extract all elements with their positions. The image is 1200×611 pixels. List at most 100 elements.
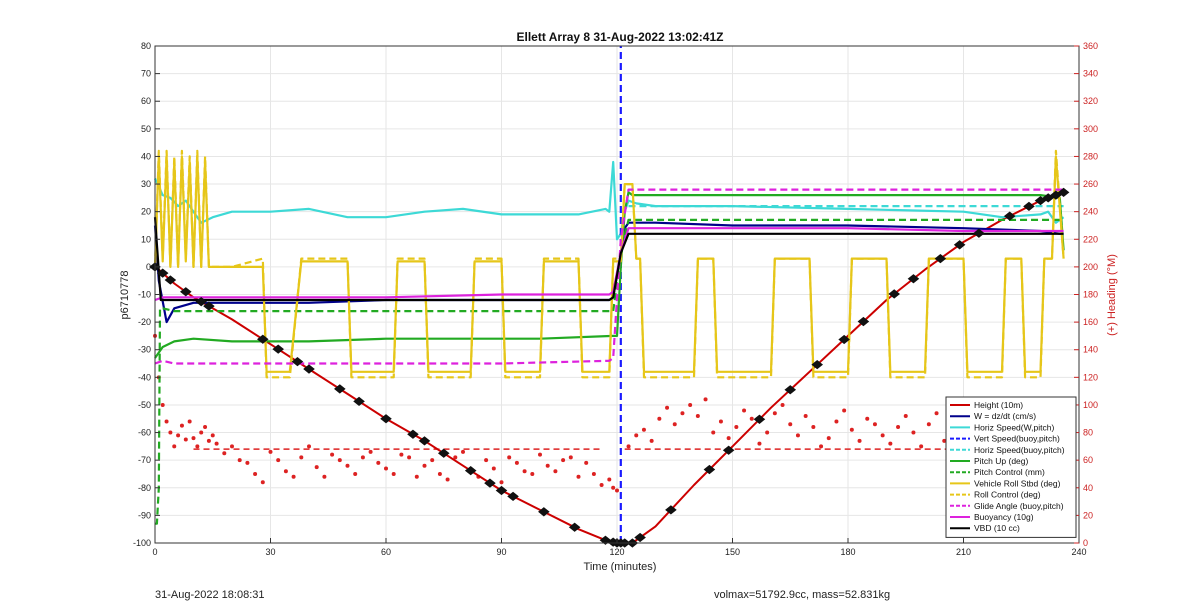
legend-item-label: Pitch Up (deg) — [974, 456, 1028, 466]
heading-point — [576, 474, 581, 479]
y2-tick-label: 40 — [1083, 483, 1093, 493]
legend-item-label: Roll Control (deg) — [974, 490, 1041, 500]
heading-point — [703, 397, 708, 402]
heading-point — [834, 419, 839, 424]
heading-point — [283, 469, 288, 474]
heading-point — [634, 433, 639, 438]
heading-point — [911, 430, 916, 435]
series-pitch-control-mm — [155, 218, 1064, 525]
heading-point — [811, 425, 816, 430]
legend-item-label: VBD (10 cc) — [974, 523, 1020, 533]
height-marker — [1057, 187, 1070, 197]
x-tick-label: 180 — [840, 547, 855, 557]
y2-tick-label: 220 — [1083, 234, 1098, 244]
heading-point — [819, 444, 824, 449]
axes: 0 30 60 90 120 150 180 210 240-100-90-80-70-60-5… — [133, 41, 1098, 557]
heading-point — [260, 480, 265, 485]
series-vbd-10-cc — [153, 217, 1064, 302]
y-tick-label: -20 — [138, 317, 151, 327]
y2-tick-label: 260 — [1083, 179, 1098, 189]
heading-point — [649, 438, 654, 443]
legend-item-label: Horiz Speed(W,pitch) — [974, 422, 1054, 432]
heading-point — [187, 419, 192, 424]
heading-point — [160, 402, 165, 407]
y-tick-label: 20 — [141, 207, 151, 217]
y2-tick-label: 0 — [1083, 538, 1088, 548]
legend-item-label: Glide Angle (buoy,pitch) — [974, 501, 1064, 511]
height-marker — [838, 334, 850, 345]
legend-item-label: Vert Speed(buoy,pitch) — [974, 434, 1060, 444]
heading-point — [384, 466, 388, 471]
heading-point — [179, 423, 184, 428]
height-marker — [272, 344, 285, 354]
heading-point — [561, 458, 566, 463]
heading-point — [734, 425, 739, 430]
height-marker — [418, 436, 431, 446]
heading-point — [195, 444, 200, 449]
heading-point — [765, 430, 770, 435]
y-tick-label: -60 — [138, 428, 151, 438]
heading-point — [942, 438, 947, 443]
heading-point — [183, 437, 188, 442]
heading-point — [772, 411, 777, 416]
height-marker — [703, 464, 716, 475]
heading-point — [626, 444, 631, 449]
chart-title: Ellett Array 8 31-Aug-2022 13:02:41Z — [517, 30, 724, 44]
height-marker — [464, 466, 477, 476]
y-axis-label: p6710778 — [119, 271, 131, 320]
heading-point — [172, 444, 177, 449]
height-marker — [934, 253, 947, 264]
heading-point — [353, 471, 358, 476]
y2-tick-label: 20 — [1083, 510, 1093, 520]
x-tick-label: 210 — [956, 547, 971, 557]
y-tick-label: -100 — [133, 538, 151, 548]
x-tick-label: 0 — [152, 547, 157, 557]
heading-point — [680, 411, 685, 416]
height-marker — [1042, 193, 1055, 203]
height-marker — [888, 289, 901, 299]
y-tick-label: 80 — [141, 41, 151, 51]
heading-point — [430, 458, 435, 463]
height-marker — [353, 396, 365, 406]
height-marker — [495, 485, 508, 496]
x-tick-label: 30 — [265, 547, 275, 557]
y-tick-label: 10 — [141, 234, 151, 244]
heading-point — [414, 474, 419, 479]
heading-point — [780, 402, 785, 407]
series-buoyancy-10g — [154, 227, 1064, 302]
x-tick-label: 120 — [609, 547, 624, 557]
heading-point — [206, 438, 211, 443]
height-marker — [195, 297, 208, 307]
height-marker — [203, 301, 215, 311]
heading-point — [857, 438, 862, 443]
y-tick-label: 40 — [141, 151, 151, 161]
heading-point — [657, 416, 662, 421]
heading-point — [210, 433, 215, 438]
heading-point — [903, 413, 908, 418]
y2-tick-label: 80 — [1083, 428, 1093, 438]
y2-tick-label: 120 — [1083, 372, 1098, 382]
y-tick-label: 30 — [141, 179, 151, 189]
height-marker — [407, 429, 419, 439]
y2-tick-label: 340 — [1083, 69, 1098, 79]
heading-point — [553, 469, 558, 474]
heading-point — [164, 419, 169, 424]
y-tick-label: 0 — [146, 262, 151, 272]
x-tick-label: 90 — [496, 547, 506, 557]
heading-point — [880, 433, 885, 438]
heading-point — [330, 452, 335, 457]
series-layer — [149, 46, 1070, 548]
legend-item-label: Buoyancy (10g) — [974, 512, 1034, 522]
heading-point — [749, 416, 754, 421]
heading-point — [507, 455, 512, 460]
heading-point — [641, 427, 646, 432]
heading-point — [514, 460, 519, 465]
series-glide-angle-buoy-pitch — [154, 188, 1064, 365]
heading-point — [360, 455, 365, 460]
heading-point — [407, 455, 412, 460]
heading-point — [842, 408, 847, 413]
heading-point — [795, 433, 800, 438]
height-marker — [179, 287, 192, 297]
legend-item-label: Height (10m) — [974, 400, 1023, 410]
